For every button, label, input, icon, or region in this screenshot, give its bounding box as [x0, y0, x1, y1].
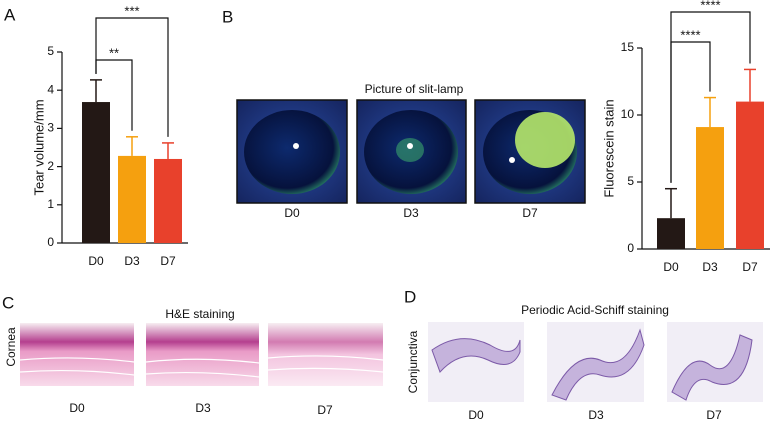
slit-lamp-image [236, 99, 348, 204]
bar [736, 101, 764, 249]
slit-lamp-image [474, 99, 586, 204]
row-label: Cornea [4, 327, 18, 367]
y-tick-label: 5 [47, 44, 54, 58]
y-tick-label: 10 [621, 107, 635, 121]
x-tick-label: D3 [702, 260, 718, 274]
significance-bracket [95, 17, 169, 137]
significance-label: **** [680, 27, 700, 42]
image-caption: D3 [588, 408, 604, 422]
panel-letter: A [4, 5, 16, 24]
panel-letter: D [404, 287, 416, 306]
image-caption: D3 [403, 206, 419, 220]
y-tick-label: 0 [627, 241, 634, 255]
significance-bracket [670, 11, 751, 183]
bar [118, 155, 146, 243]
image-caption: D7 [317, 403, 333, 417]
bar [82, 102, 110, 244]
image-title: Picture of slit-lamp [365, 82, 464, 96]
significance-label: ** [109, 45, 119, 60]
image-caption: D3 [195, 401, 211, 415]
panel-letter: B [222, 7, 233, 26]
significance-label: **** [700, 0, 720, 12]
x-tick-label: D0 [88, 254, 104, 268]
image-caption: D7 [706, 408, 722, 422]
bar [696, 127, 724, 249]
y-tick-label: 0 [47, 235, 54, 249]
x-tick-label: D7 [160, 254, 176, 268]
bar [154, 158, 182, 243]
panel-letter: C [2, 293, 14, 312]
image-title: Periodic Acid-Schiff staining [521, 303, 669, 317]
pas-image [428, 322, 763, 402]
bar [657, 218, 685, 249]
slit-lamp-image [356, 99, 467, 204]
y-tick-label: 2 [47, 159, 54, 173]
image-caption: D0 [69, 401, 85, 415]
y-axis-label: Tear volume/mm [31, 99, 46, 195]
y-tick-label: 5 [627, 174, 634, 188]
image-caption: D0 [468, 408, 484, 422]
x-tick-label: D0 [663, 260, 679, 274]
row-label: Conjunctiva [406, 330, 420, 393]
y-tick-label: 15 [621, 40, 635, 54]
image-caption: D7 [522, 206, 538, 220]
image-caption: D0 [284, 206, 300, 220]
y-tick-label: 1 [47, 197, 54, 211]
significance-label: *** [124, 3, 139, 18]
x-tick-label: D3 [124, 254, 140, 268]
y-tick-label: 3 [47, 121, 54, 135]
y-axis-label: Fluorescein stain [601, 99, 616, 197]
image-title: H&E staining [165, 307, 234, 321]
he-image [19, 323, 384, 386]
y-tick-label: 4 [47, 82, 54, 96]
x-tick-label: D7 [742, 260, 758, 274]
